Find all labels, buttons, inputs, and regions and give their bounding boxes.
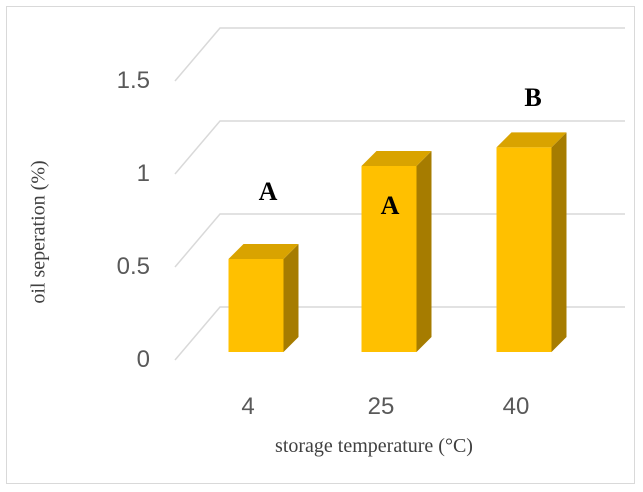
bar-front	[361, 166, 417, 352]
y-tick-label: 1	[137, 160, 150, 187]
bar	[361, 151, 432, 352]
group-letter: A	[381, 191, 400, 220]
y-tick-labels: 0 0.5 1 1.5	[117, 67, 150, 373]
y-tick-label: 0	[137, 346, 150, 373]
bar-front	[228, 259, 284, 352]
group-letter: A	[259, 177, 278, 206]
x-axis-title: storage temperature (°C)	[275, 435, 473, 457]
bar	[228, 244, 299, 352]
gridline	[174, 120, 625, 175]
group-letter: B	[524, 83, 541, 112]
x-tick-label: 40	[503, 393, 530, 420]
y-tick-label: 1.5	[117, 67, 150, 94]
y-axis-title: oil seperation (%)	[28, 160, 50, 303]
bar-side	[283, 244, 299, 352]
bar-top	[228, 244, 299, 259]
bar	[496, 132, 567, 352]
bar-top	[361, 151, 432, 166]
gridline	[174, 213, 625, 268]
x-tick-label: 4	[241, 393, 254, 420]
bar-side	[551, 132, 567, 352]
x-tick-label: 25	[368, 393, 395, 420]
bar-side	[416, 151, 432, 352]
group-letters: A A B	[259, 83, 542, 220]
bars	[228, 132, 567, 352]
x-tick-labels: 4 25 40	[241, 393, 529, 420]
bar-top	[496, 132, 567, 148]
gridlines	[174, 27, 625, 361]
gridline	[174, 27, 625, 82]
bar-front	[496, 147, 552, 352]
gridline	[174, 306, 625, 361]
y-tick-label: 0.5	[117, 253, 150, 280]
